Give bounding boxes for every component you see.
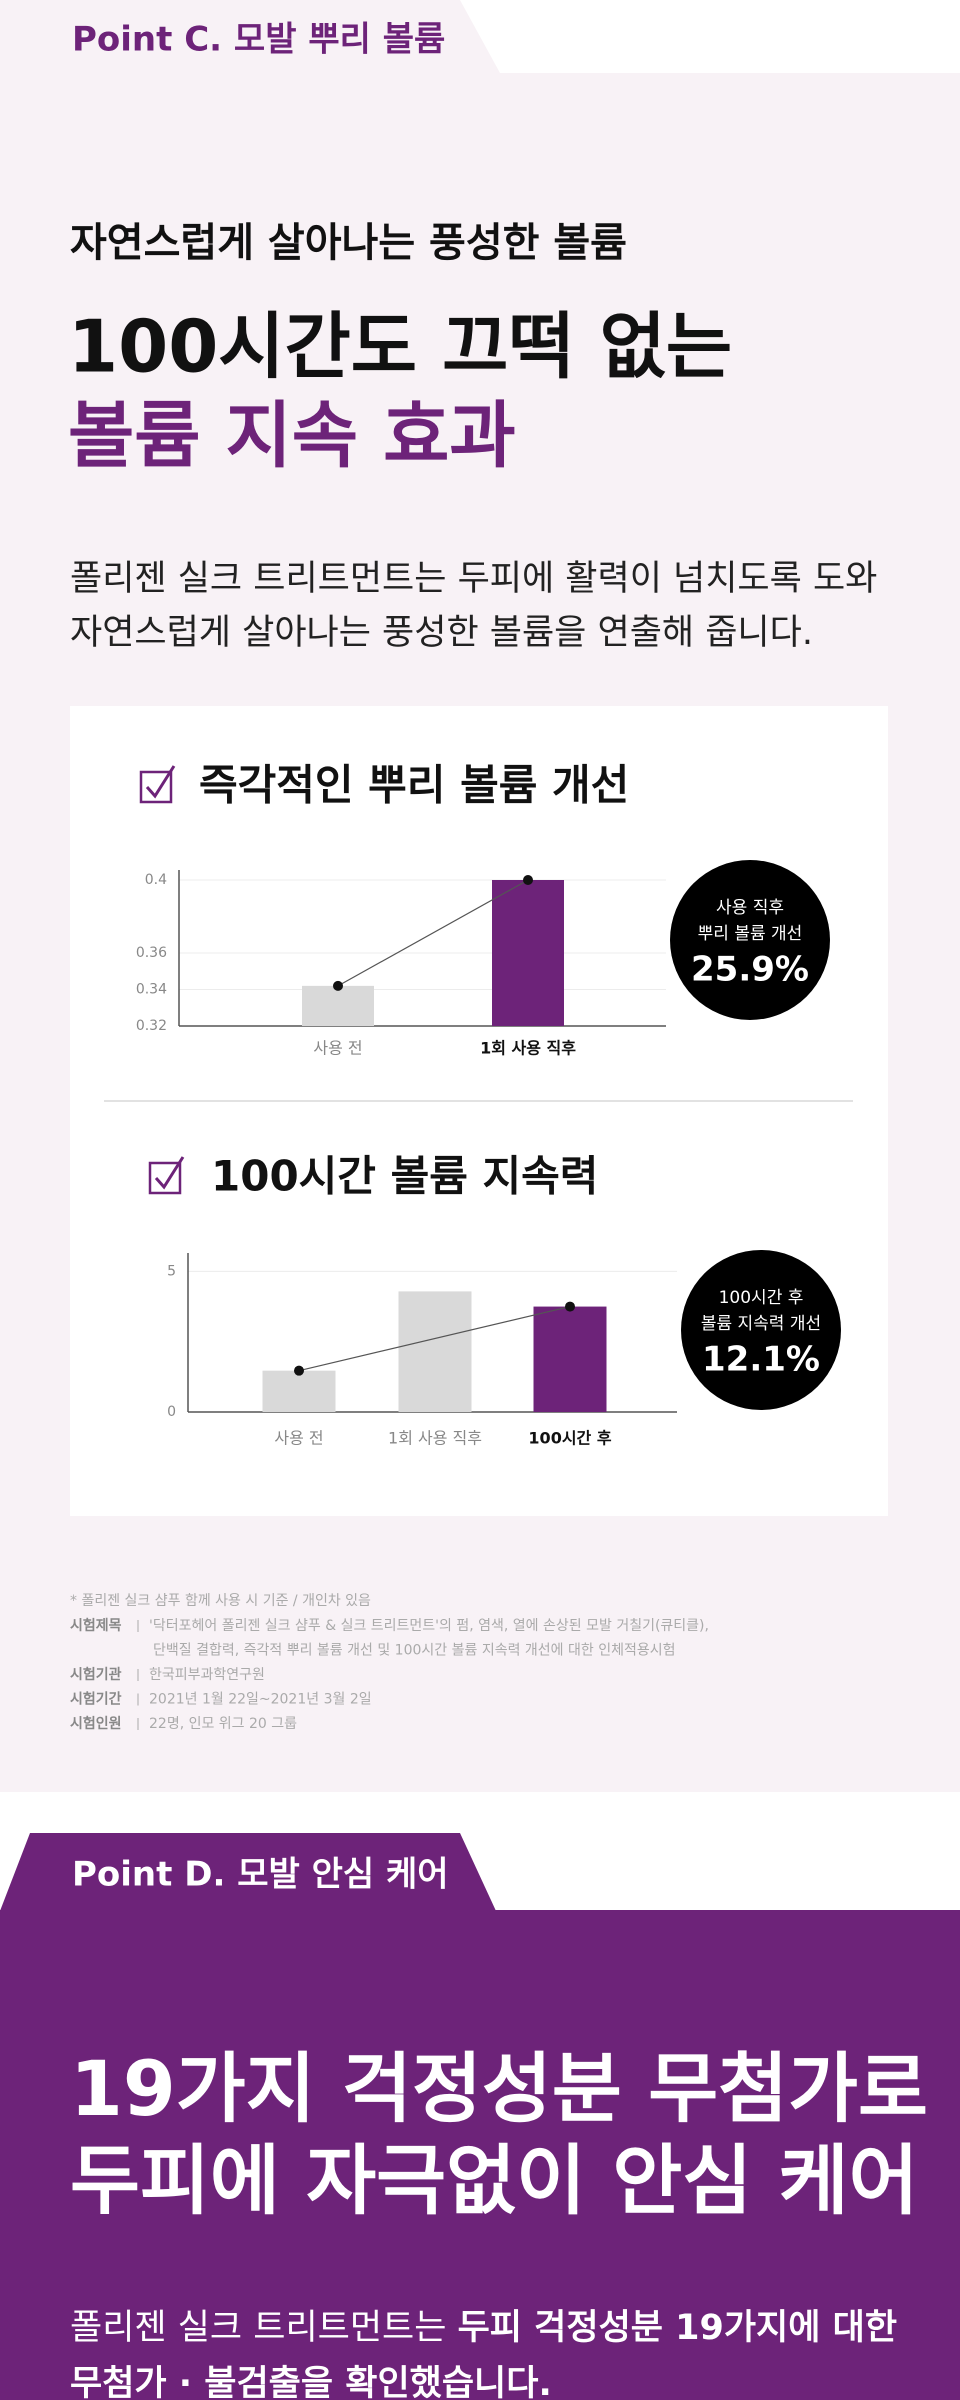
section-d-tab — [0, 1833, 496, 1911]
y-tick-label: 0 — [167, 1404, 176, 1420]
y-tick-label: 0.4 — [145, 872, 167, 888]
bar — [262, 1370, 336, 1412]
eyebrow: 자연스럽게 살아나는 풍성한 볼륨 — [70, 220, 627, 266]
headline: 19가지 걱정성분 무첨가로 — [70, 2044, 928, 2133]
check-icon — [154, 1156, 185, 1190]
headline: 두피에 자극없이 안심 케어 — [70, 2136, 919, 2225]
body-emphasis: 무첨가 · 불검출을 확인했습니다. — [70, 2364, 552, 2400]
x-tick-label: 100시간 후 — [528, 1429, 611, 1448]
headline: 100시간도 끄떡 없는 — [68, 305, 732, 389]
trend-point — [523, 875, 533, 885]
y-tick-label: 0.34 — [136, 982, 167, 998]
x-tick-label: 사용 전 — [313, 1039, 362, 1058]
x-tick-label: 1회 사용 직후 — [480, 1039, 576, 1058]
note-label: 시험인원 — [70, 1715, 122, 1732]
note-label: 시험기관 — [70, 1666, 122, 1683]
headline: 볼륨 지속 효과 — [68, 394, 516, 478]
chart-title: 즉각적인 뿌리 볼륨 개선 — [199, 761, 629, 810]
bar — [398, 1291, 472, 1412]
bar — [492, 880, 564, 1026]
badge-text: 사용 직후 — [716, 898, 784, 918]
body-text: 무첨가 · 불검출을 확인했습니다. — [70, 2364, 552, 2400]
check-icon — [139, 770, 173, 804]
badge — [670, 860, 830, 1020]
badge-value: 12.1% — [702, 1340, 820, 1380]
note-value: 22명, 인모 위그 20 그룹 — [149, 1716, 297, 1732]
footnote: * 폴리젠 실크 샴푸 함께 사용 시 기준 / 개인차 있음 — [70, 1593, 371, 1609]
trend-point — [294, 1365, 304, 1376]
trend-line — [298, 1305, 571, 1372]
x-tick-label: 사용 전 — [274, 1429, 323, 1448]
body-text: 자연스럽게 살아나는 풍성한 볼륨을 연출해 줍니다. — [70, 613, 813, 653]
bar — [302, 985, 374, 1026]
badge-text: 100시간 후 — [719, 1288, 804, 1308]
note-value: 2021년 1월 22일~2021년 3월 2일 — [149, 1692, 372, 1708]
tab-cut — [460, 0, 960, 73]
badge-value: 25.9% — [691, 950, 809, 990]
section-tab: Point C. 모발 뿌리 볼륨 — [72, 20, 445, 60]
chart-title: 100시간 볼륨 지속력 — [211, 1152, 598, 1201]
note-label: 시험제목 — [70, 1617, 122, 1634]
body-emphasis: 두피 걱정성분 19가지에 대한 — [458, 2308, 897, 2348]
trend-line — [337, 879, 529, 987]
badge-text: 볼륨 지속력 개선 — [701, 1314, 821, 1334]
note-value: 한국피부과학연구원 — [149, 1667, 265, 1683]
check-icon — [148, 1161, 182, 1195]
y-tick-label: 5 — [167, 1263, 176, 1279]
badge — [681, 1250, 841, 1410]
note-value: 단백질 결합력, 즉각적 뿌리 볼륨 개선 및 100시간 볼륨 지속력 개선에… — [153, 1643, 676, 1659]
bar — [533, 1306, 607, 1412]
badge-text: 뿌리 볼륨 개선 — [698, 924, 803, 944]
x-tick-label: 1회 사용 직후 — [388, 1429, 482, 1448]
check-icon — [145, 765, 176, 799]
section-d-bg — [0, 1910, 960, 2400]
trend-point — [333, 980, 343, 991]
note-value: '닥터포헤어 폴리젠 실크 샴푸 & 실크 트리트먼트'의 펌, 염색, 열에 … — [149, 1618, 709, 1634]
body-text: 폴리젠 실크 트리트먼트는 두피 걱정성분 19가지에 대한 — [70, 2308, 897, 2348]
body-run: 폴리젠 실크 트리트먼트는 — [70, 2308, 458, 2348]
y-tick-label: 0.36 — [136, 945, 167, 961]
trend-point — [565, 1301, 575, 1312]
section-tab: Point D. 모발 안심 케어 — [72, 1855, 449, 1895]
y-tick-label: 0.32 — [136, 1018, 167, 1034]
body-text: 폴리젠 실크 트리트먼트는 두피에 활력이 넘치도록 도와 — [70, 559, 877, 599]
note-label: 시험기간 — [70, 1691, 122, 1708]
